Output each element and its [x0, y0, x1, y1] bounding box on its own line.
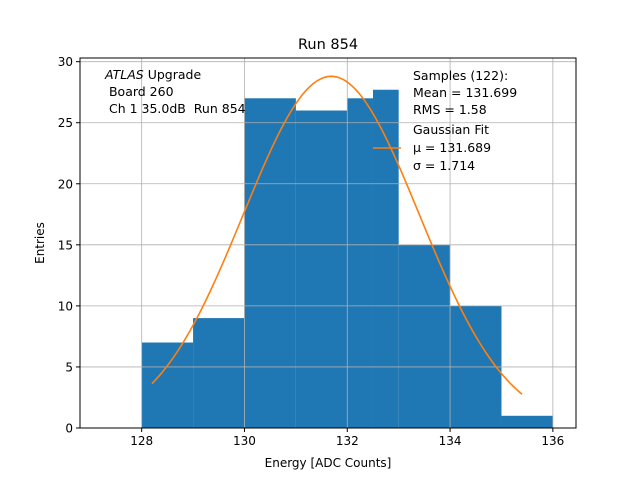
- legend-mean: Mean = 131.699: [413, 85, 517, 100]
- chart-title: Run 854: [298, 37, 358, 53]
- legend: Samples (122): Mean = 131.699 RMS = 1.58…: [373, 68, 517, 173]
- legend-mu: μ = 131.689: [413, 140, 491, 155]
- histogram-bar-3: [295, 110, 348, 429]
- histogram-bar-6: [398, 244, 451, 428]
- legend-rms: RMS = 1.58: [413, 102, 487, 117]
- y-axis-label: Entries: [33, 222, 47, 264]
- y-tick-label-6: 30: [58, 55, 73, 69]
- histogram-bar-8: [501, 415, 553, 428]
- x-tick-label-0: 128: [130, 434, 153, 448]
- grid-lines: [80, 58, 576, 429]
- histogram-bar-1: [193, 318, 245, 428]
- histogram-bar-5: [372, 89, 399, 428]
- histogram-bar-0: [141, 342, 194, 428]
- plot-frame: [79, 57, 577, 429]
- gaussian-fit-curve: [151, 75, 523, 395]
- histogram-bars: [141, 89, 553, 429]
- y-tick-label-3: 15: [58, 238, 73, 252]
- svg-text:ATLAS Upgrade: ATLAS Upgrade: [104, 67, 201, 82]
- x-tick-label-2: 132: [336, 434, 359, 448]
- annotation-board: Board 260: [105, 84, 174, 99]
- legend-fit-title: Gaussian Fit: [413, 122, 489, 137]
- y-axis-ticks: 0 5 10 15 20 25 30: [58, 55, 80, 436]
- x-tick-label-3: 134: [439, 434, 462, 448]
- x-axis-ticks: 128 130 132 134 136: [130, 428, 564, 448]
- y-tick-label-0: 0: [65, 422, 73, 436]
- x-tick-label-1: 130: [233, 434, 256, 448]
- histogram-bar-4: [347, 98, 373, 428]
- annotation-channel: Ch 1 35.0dB Run 854: [105, 101, 246, 116]
- histogram-bar-2: [244, 98, 296, 428]
- y-tick-label-4: 20: [58, 177, 73, 191]
- annotation-upgrade: Upgrade: [144, 67, 202, 82]
- y-tick-label-5: 25: [58, 116, 73, 130]
- atlas-annotation: ATLAS Upgrade Board 260 Ch 1 35.0dB Run …: [104, 67, 246, 116]
- annotation-atlas: ATLAS: [104, 67, 144, 82]
- x-tick-label-4: 136: [541, 434, 564, 448]
- x-axis-label: Energy [ADC Counts]: [265, 456, 392, 470]
- legend-samples-title: Samples (122):: [413, 68, 508, 83]
- legend-sigma: σ = 1.714: [413, 158, 475, 173]
- y-tick-label-1: 5: [65, 360, 73, 374]
- y-tick-label-2: 10: [58, 299, 73, 313]
